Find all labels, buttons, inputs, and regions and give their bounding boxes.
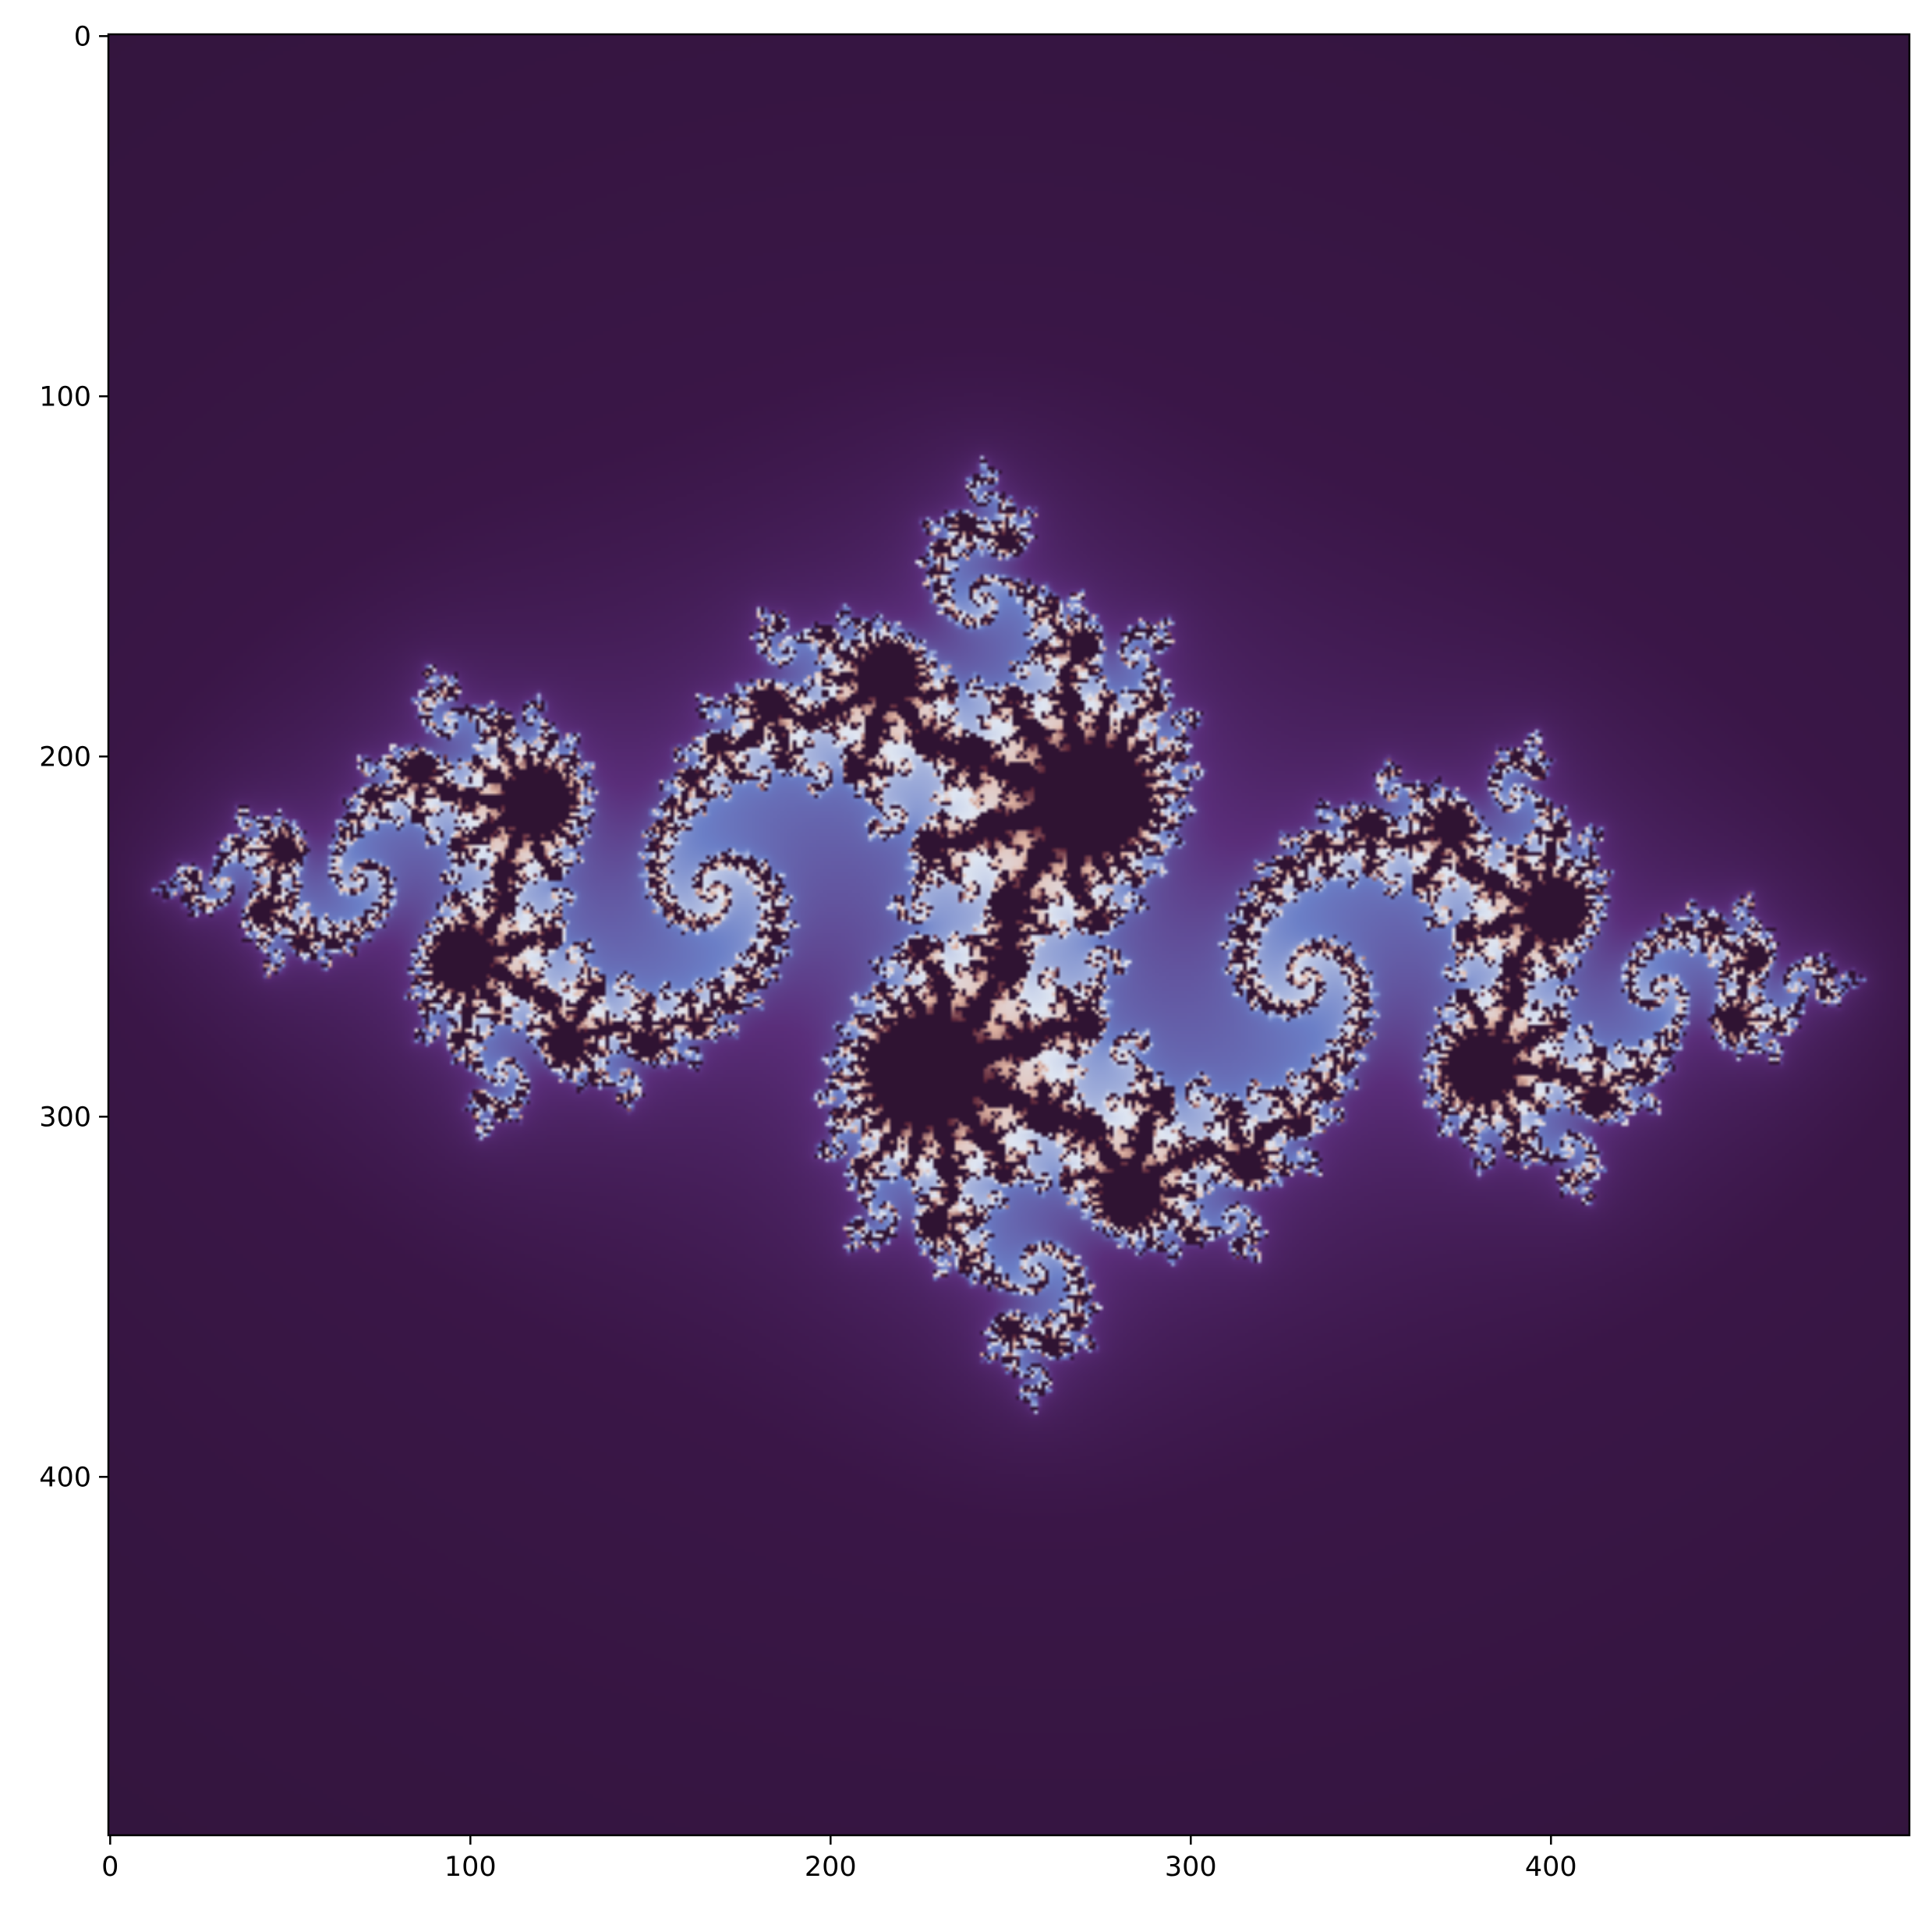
x-tick-label: 300 [1165,1852,1217,1883]
y-axis: 0 100 200 300 400 [39,21,108,1493]
heatmap-image-container [108,34,1909,1835]
x-tick-label: 200 [805,1852,857,1883]
y-tick-label: 400 [39,1462,91,1493]
x-tick-label: 400 [1525,1852,1577,1883]
y-tick-label: 300 [39,1102,91,1133]
y-tick-label: 100 [39,381,91,412]
axes-frame [107,33,1911,1837]
x-axis: 0 100 200 300 400 [101,1835,1577,1883]
julia-set-heatmap [108,34,1909,1835]
x-tick-label: 0 [101,1852,119,1883]
y-tick-label: 0 [74,21,91,52]
y-tick-label: 200 [39,741,91,773]
x-tick-label: 100 [444,1852,497,1883]
